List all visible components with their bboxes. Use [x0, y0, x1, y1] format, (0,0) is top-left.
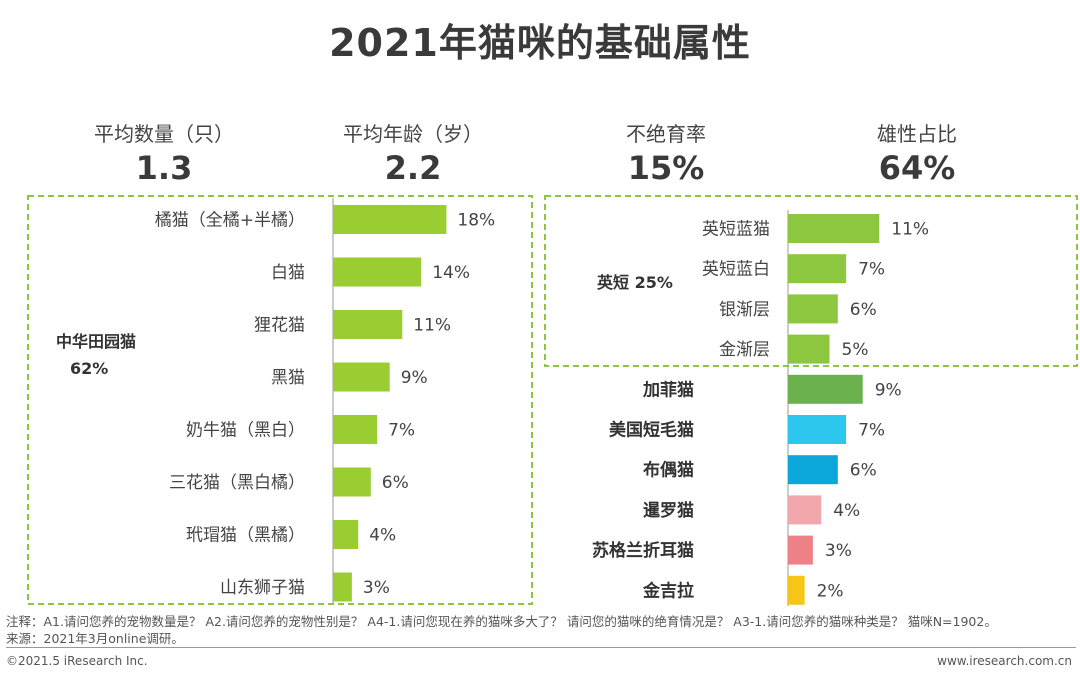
bar — [788, 294, 838, 324]
value-label: 2% — [817, 581, 844, 601]
bar — [333, 257, 422, 287]
bar — [788, 415, 847, 444]
bar — [333, 467, 371, 497]
bar — [333, 310, 403, 339]
category-label: 布偶猫 — [643, 460, 694, 481]
category-label: 苏格兰折耳猫 — [592, 540, 694, 561]
value-label: 6% — [382, 473, 409, 493]
category-label: 银渐层 — [719, 300, 770, 320]
value-label: 11% — [413, 316, 451, 336]
value-label: 7% — [858, 260, 885, 280]
category-label: 白猫 — [271, 263, 305, 283]
value-label: 3% — [363, 578, 390, 598]
value-label: 6% — [850, 300, 877, 320]
bar — [333, 362, 390, 392]
value-label: 7% — [858, 421, 885, 441]
bar — [333, 205, 447, 234]
category-label: 金吉拉 — [642, 580, 694, 601]
value-label: 11% — [891, 220, 929, 240]
category-label: 奶牛猫（黑白） — [186, 421, 305, 441]
value-label: 3% — [825, 541, 852, 561]
bar — [788, 495, 822, 525]
page-title: 2021年猫咪的基础属性 — [329, 21, 751, 65]
bar — [788, 455, 838, 485]
stat-value: 15% — [627, 149, 705, 187]
bar — [788, 214, 880, 243]
bar — [788, 334, 830, 364]
category-label: 玳瑁猫（黑橘） — [186, 526, 305, 546]
value-label: 5% — [842, 340, 869, 360]
value-label: 7% — [388, 421, 415, 441]
group-label: 英短 25% — [596, 273, 673, 292]
value-label: 14% — [432, 263, 470, 283]
bar — [333, 415, 378, 444]
bar — [333, 520, 359, 549]
category-label: 美国短毛猫 — [609, 420, 694, 441]
stat-value: 1.3 — [135, 149, 193, 187]
stat-male-ratio: 雄性占比 64% — [817, 118, 1017, 187]
bar — [788, 374, 863, 404]
group-value: 62% — [70, 359, 108, 378]
category-label: 橘猫（全橘+半橘） — [155, 211, 305, 231]
copyright: ©2021.5 iResearch Inc. — [6, 654, 148, 668]
stat-value: 64% — [878, 149, 956, 187]
footnote-note: 注释：A1.请问您养的宠物数量是？ A2.请问您养的宠物性别是？ A4-1.请问… — [6, 614, 997, 629]
bar — [788, 254, 847, 284]
stat-label: 不绝育率 — [626, 122, 706, 146]
category-label: 三花猫（黑白橘） — [169, 473, 305, 493]
category-label: 加菲猫 — [642, 379, 694, 400]
category-label: 山东狮子猫 — [220, 578, 305, 598]
value-label: 9% — [875, 380, 902, 400]
website: www.iresearch.com.cn — [937, 654, 1072, 668]
value-label: 4% — [369, 526, 396, 546]
chinese-pastoral-cat-box — [27, 195, 533, 605]
stat-label: 平均数量（只） — [94, 122, 234, 146]
category-label: 狸花猫 — [254, 316, 305, 336]
category-label: 英短蓝白 — [702, 260, 770, 280]
british-shorthair-box — [544, 195, 1078, 367]
category-label: 金渐层 — [719, 340, 770, 360]
stat-label: 平均年龄（岁） — [343, 122, 483, 146]
value-label: 4% — [833, 501, 860, 521]
bar — [788, 535, 813, 565]
footer-divider — [6, 647, 1076, 648]
footnote-source: 来源：2021年3月online调研。 — [6, 631, 184, 646]
stat-average-count: 平均数量（只） 1.3 — [64, 118, 264, 187]
stat-average-age: 平均年龄（岁） 2.2 — [313, 118, 513, 187]
bar — [788, 575, 805, 605]
bar — [333, 572, 352, 602]
value-label: 18% — [457, 211, 495, 231]
stat-value: 2.2 — [384, 149, 442, 187]
stat-not-neutered-rate: 不绝育率 15% — [566, 118, 766, 187]
value-label: 9% — [401, 368, 428, 388]
category-label: 英短蓝猫 — [702, 220, 770, 240]
group-label: 中华田园猫 — [56, 332, 136, 351]
value-label: 6% — [850, 461, 877, 481]
stat-label: 雄性占比 — [877, 122, 957, 146]
category-label: 黑猫 — [271, 368, 305, 388]
category-label: 暹罗猫 — [643, 500, 694, 521]
